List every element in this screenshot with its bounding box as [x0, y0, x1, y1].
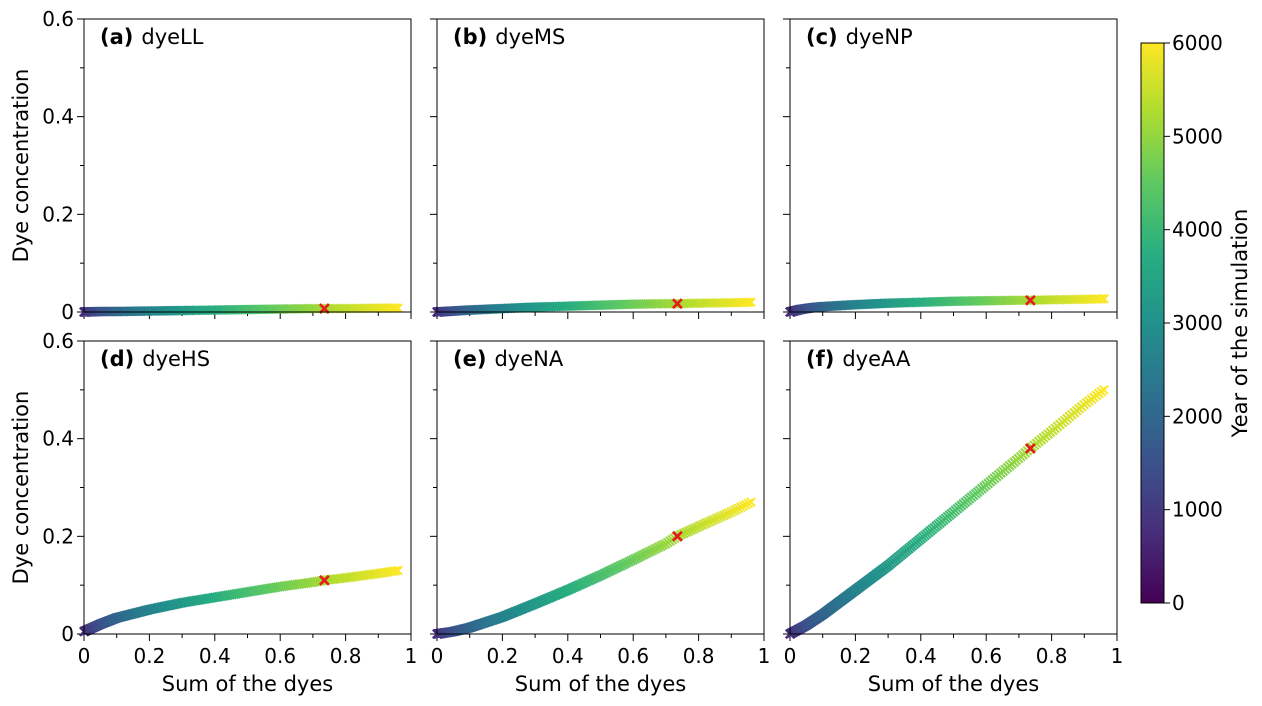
colorbar: 0 1000 2000 3000 4000 5000 6000 Year of the si… [1140, 31, 1252, 615]
panel-name: dyeAA [842, 347, 911, 371]
markers-dyeHS [79, 565, 403, 637]
colorbar-label: Year of the simulation [1228, 209, 1252, 439]
panel-letter: (e) [453, 347, 486, 371]
colorbar-tick-label: 5000 [1172, 124, 1223, 148]
x-tick-label: 0.8 [683, 644, 715, 668]
colorbar-tick-label: 6000 [1172, 31, 1223, 55]
x-tick-label: 0 [78, 644, 91, 668]
markers-dyeNP [785, 293, 1109, 317]
x-tick-label: 0.6 [264, 644, 296, 668]
x-axis-label: Sum of the dyes [868, 672, 1039, 696]
colorbar-tick-label: 1000 [1172, 498, 1223, 522]
panel-dyeNP: (c) dyeNP [783, 18, 1118, 319]
y-axis-label: Dye concentration [9, 391, 33, 585]
x-tick-label: 0.2 [839, 644, 871, 668]
y-tick-label: 0 [61, 300, 74, 324]
markers-dyeLL [79, 303, 403, 317]
x-tick-label: 0.4 [552, 644, 584, 668]
panel-dyeLL: 0 0.2 0.4 0.6 Dye concentration (a) dyeLL [9, 7, 412, 324]
x-tick-label: 1 [758, 644, 771, 668]
panels-layer: 0 0.2 0.4 0.6 Dye concentration (a) dyeLL (b) dy… [9, 7, 1123, 696]
x-axis-label: Sum of the dyes [162, 672, 333, 696]
highlight-point [1024, 443, 1036, 454]
data-point [390, 303, 401, 314]
axes-frame [789, 18, 1118, 313]
axes-frame [83, 18, 412, 313]
panel-letter: (d) [100, 347, 134, 371]
panel-dyeMS: (b) dyeMS [430, 18, 765, 319]
x-tick-label: 0.4 [905, 644, 937, 668]
data-point [1099, 384, 1109, 395]
y-tick-label: 0.4 [42, 427, 74, 451]
x-tick-label: 1 [1111, 644, 1124, 668]
y-tick-label: 0.6 [42, 7, 74, 31]
panel-name: dyeLL [141, 25, 203, 49]
panel-label: (f) dyeAA [806, 347, 911, 371]
x-tick-label: 0.6 [617, 644, 649, 668]
y-axis-label: Dye concentration [9, 69, 33, 263]
markers-dyeMS [432, 297, 756, 317]
panel-letter: (f) [806, 347, 834, 371]
data-point [1099, 293, 1109, 304]
axes-frame [436, 340, 765, 635]
markers-dyeAA [785, 384, 1109, 639]
panel-letter: (a) [100, 25, 133, 49]
panel-name: dyeMS [495, 25, 565, 49]
data-point [393, 565, 403, 576]
colorbar-tick-label: 2000 [1172, 404, 1223, 428]
panel-label: (c) dyeNP [806, 25, 913, 49]
y-tick-label: 0.2 [42, 524, 74, 548]
highlight-point [1024, 294, 1036, 306]
y-tick-label: 0.2 [42, 202, 74, 226]
colorbar-tick-label: 3000 [1172, 311, 1223, 335]
colorbar-tick-label: 0 [1172, 591, 1185, 615]
panel-label: (e) dyeNA [453, 347, 564, 371]
markers-dyeNA [432, 497, 756, 639]
panel-label: (d) dyeHS [100, 347, 210, 371]
data-point [1096, 293, 1107, 304]
x-tick-label: 1 [405, 644, 418, 668]
x-axis-label: Sum of the dyes [515, 672, 686, 696]
highlight-point [671, 298, 683, 310]
axes-frame [436, 18, 765, 313]
highlight-point [671, 530, 683, 542]
panel-dyeHS: 0 0.2 0.4 0.6 0 0.2 0.4 0.6 0.8 1 Sum of the dyes D… [9, 329, 417, 696]
axes-frame [789, 340, 1118, 635]
panel-dyeNA: 0 0.2 0.4 0.6 0.8 1 Sum of the dyes (e) dyeNA [430, 340, 771, 696]
data-point [746, 497, 756, 508]
x-tick-label: 0.8 [1036, 644, 1068, 668]
data-point [393, 303, 403, 314]
colorbar-ticks: 0 1000 2000 3000 4000 5000 6000 [1164, 31, 1223, 615]
panel-name: dyeNP [846, 25, 913, 49]
panel-name: dyeNA [494, 347, 563, 371]
y-tick-label: 0.6 [42, 329, 74, 353]
panel-letter: (c) [806, 25, 838, 49]
y-tick-label: 0 [61, 622, 74, 646]
colorbar-gradient [1140, 42, 1165, 604]
x-tick-label: 0 [431, 644, 444, 668]
x-tick-label: 0.2 [486, 644, 518, 668]
x-tick-label: 0.4 [199, 644, 231, 668]
x-tick-label: 0.6 [970, 644, 1002, 668]
y-tick-label: 0.4 [42, 105, 74, 129]
x-tick-label: 0.8 [330, 644, 362, 668]
panel-label: (b) dyeMS [453, 25, 565, 49]
data-point [743, 297, 754, 308]
x-tick-label: 0 [784, 644, 797, 668]
highlight-point [318, 574, 330, 586]
data-point [390, 565, 401, 576]
data-point [746, 297, 756, 308]
panel-letter: (b) [453, 25, 487, 49]
x-tick-label: 0.2 [133, 644, 165, 668]
panel-name: dyeHS [142, 347, 210, 371]
panel-dyeAA: 0 0.2 0.4 0.6 0.8 1 Sum of the dyes (f) dyeAA [783, 340, 1124, 696]
axes-frame [83, 340, 412, 635]
colorbar-tick-label: 4000 [1172, 218, 1223, 242]
panel-label: (a) dyeLL [100, 25, 204, 49]
